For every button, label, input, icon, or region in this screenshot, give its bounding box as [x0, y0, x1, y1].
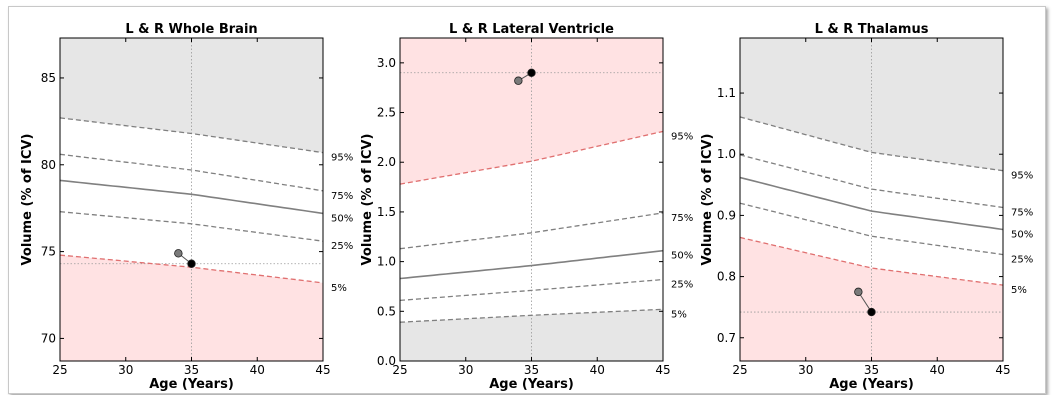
x-axis-label: Age (Years)	[829, 377, 914, 392]
plot-area	[400, 38, 663, 361]
y-tick-label: 1.1	[717, 86, 736, 100]
median-line	[740, 176, 1003, 231]
percentile-label: 25%	[671, 280, 693, 291]
y-tick-label: 85	[41, 71, 56, 85]
percentile-label: 50%	[1011, 229, 1033, 240]
percentile-line-p25	[60, 211, 323, 242]
chart-panel-2: 25 30 35 40 45 0.0 0.5 1.0 1.5 2.0 2.5 3.0 95% 75% 50%…	[360, 22, 693, 392]
percentile-line-p95	[740, 116, 1003, 172]
x-tick-label: 25	[732, 363, 747, 377]
current-point	[187, 259, 196, 268]
x-tick-label: 40	[250, 363, 265, 377]
previous-point	[514, 76, 523, 85]
percentile-label: 5%	[331, 283, 347, 294]
percentile-label: 5%	[671, 309, 687, 320]
x-tick-label: 25	[392, 363, 407, 377]
chart-title: L & R Lateral Ventricle	[449, 22, 614, 37]
y-tick-label: 0.9	[717, 208, 736, 222]
x-tick-label: 35	[864, 363, 879, 377]
current-point	[527, 68, 536, 77]
percentile-label: 50%	[671, 251, 693, 262]
percentile-line-p5	[400, 308, 663, 323]
percentile-line-p25	[740, 202, 1003, 256]
x-tick-label: 45	[995, 363, 1010, 377]
y-tick-label: 1.0	[377, 255, 396, 269]
y-tick-label: 70	[41, 331, 56, 345]
x-tick-label: 45	[315, 363, 330, 377]
y-tick-label: 2.0	[377, 155, 396, 169]
x-tick-label: 35	[184, 363, 199, 377]
y-axis-label: Volume (% of ICV)	[20, 134, 35, 266]
x-tick-label: 25	[52, 363, 67, 377]
y-tick-label: 2.5	[377, 106, 396, 120]
percentile-label: 95%	[331, 153, 353, 164]
percentile-label: 75%	[331, 191, 353, 202]
y-tick-label: 75	[41, 245, 56, 259]
chart-panel-1: 25 30 35 40 45 70 75 80 85 95% 75% 50% 25% 5% L & R Wh…	[20, 22, 353, 392]
y-tick-label: 0.8	[717, 270, 736, 284]
y-tick-label: 0.7	[717, 331, 736, 345]
x-axis-label: Age (Years)	[489, 377, 574, 392]
y-axis-label: Volume (% of ICV)	[360, 134, 375, 266]
x-tick-label: 40	[930, 363, 945, 377]
median-line	[400, 249, 663, 280]
lower-shade-region	[740, 237, 1003, 361]
previous-point	[174, 249, 183, 258]
x-tick-label: 35	[524, 363, 539, 377]
percentile-label: 75%	[1011, 207, 1033, 218]
plot-area	[740, 38, 1003, 361]
percentile-line-p95	[400, 130, 663, 185]
percentile-label: 5%	[1011, 285, 1027, 296]
previous-point	[854, 287, 863, 297]
y-tick-label: 1.5	[377, 205, 396, 219]
y-tick-label: 1.0	[717, 147, 736, 161]
y-tick-label: 0.5	[377, 304, 396, 318]
x-tick-label: 30	[118, 363, 133, 377]
percentile-label: 95%	[671, 131, 693, 142]
x-axis-label: Age (Years)	[149, 377, 234, 392]
current-point	[867, 307, 876, 317]
y-tick-label: 0.0	[377, 354, 396, 368]
x-tick-label: 30	[798, 363, 813, 377]
percentile-label: 25%	[331, 241, 353, 252]
percentile-label: 50%	[331, 213, 353, 224]
x-tick-label: 45	[655, 363, 670, 377]
percentile-label: 95%	[1011, 171, 1033, 182]
percentile-line-p75	[60, 153, 323, 192]
plot-area	[60, 38, 323, 361]
chart-panel-3: 25 30 35 40 45 0.7 0.8 0.9 1.0 1.1 95% 75% 50% 25% 5% L…	[700, 22, 1033, 392]
percentile-label: 25%	[1011, 255, 1033, 266]
y-tick-label: 3.0	[377, 56, 396, 70]
percentile-line-p25	[400, 278, 663, 302]
upper-shade-region	[400, 38, 663, 185]
x-tick-label: 40	[590, 363, 605, 377]
percentile-line-p75	[400, 212, 663, 250]
percentile-line-p95	[60, 117, 323, 154]
y-axis-label: Volume (% of ICV)	[700, 134, 715, 266]
upper-shade-region	[740, 38, 1003, 171]
percentile-line-p75	[740, 154, 1003, 209]
percentile-label: 75%	[671, 213, 693, 224]
y-tick-label: 80	[41, 158, 56, 172]
lower-shade-region	[400, 309, 663, 361]
chart-title: L & R Whole Brain	[125, 22, 257, 37]
chart-title: L & R Thalamus	[815, 22, 929, 37]
x-tick-label: 30	[458, 363, 473, 377]
median-line	[60, 179, 323, 215]
